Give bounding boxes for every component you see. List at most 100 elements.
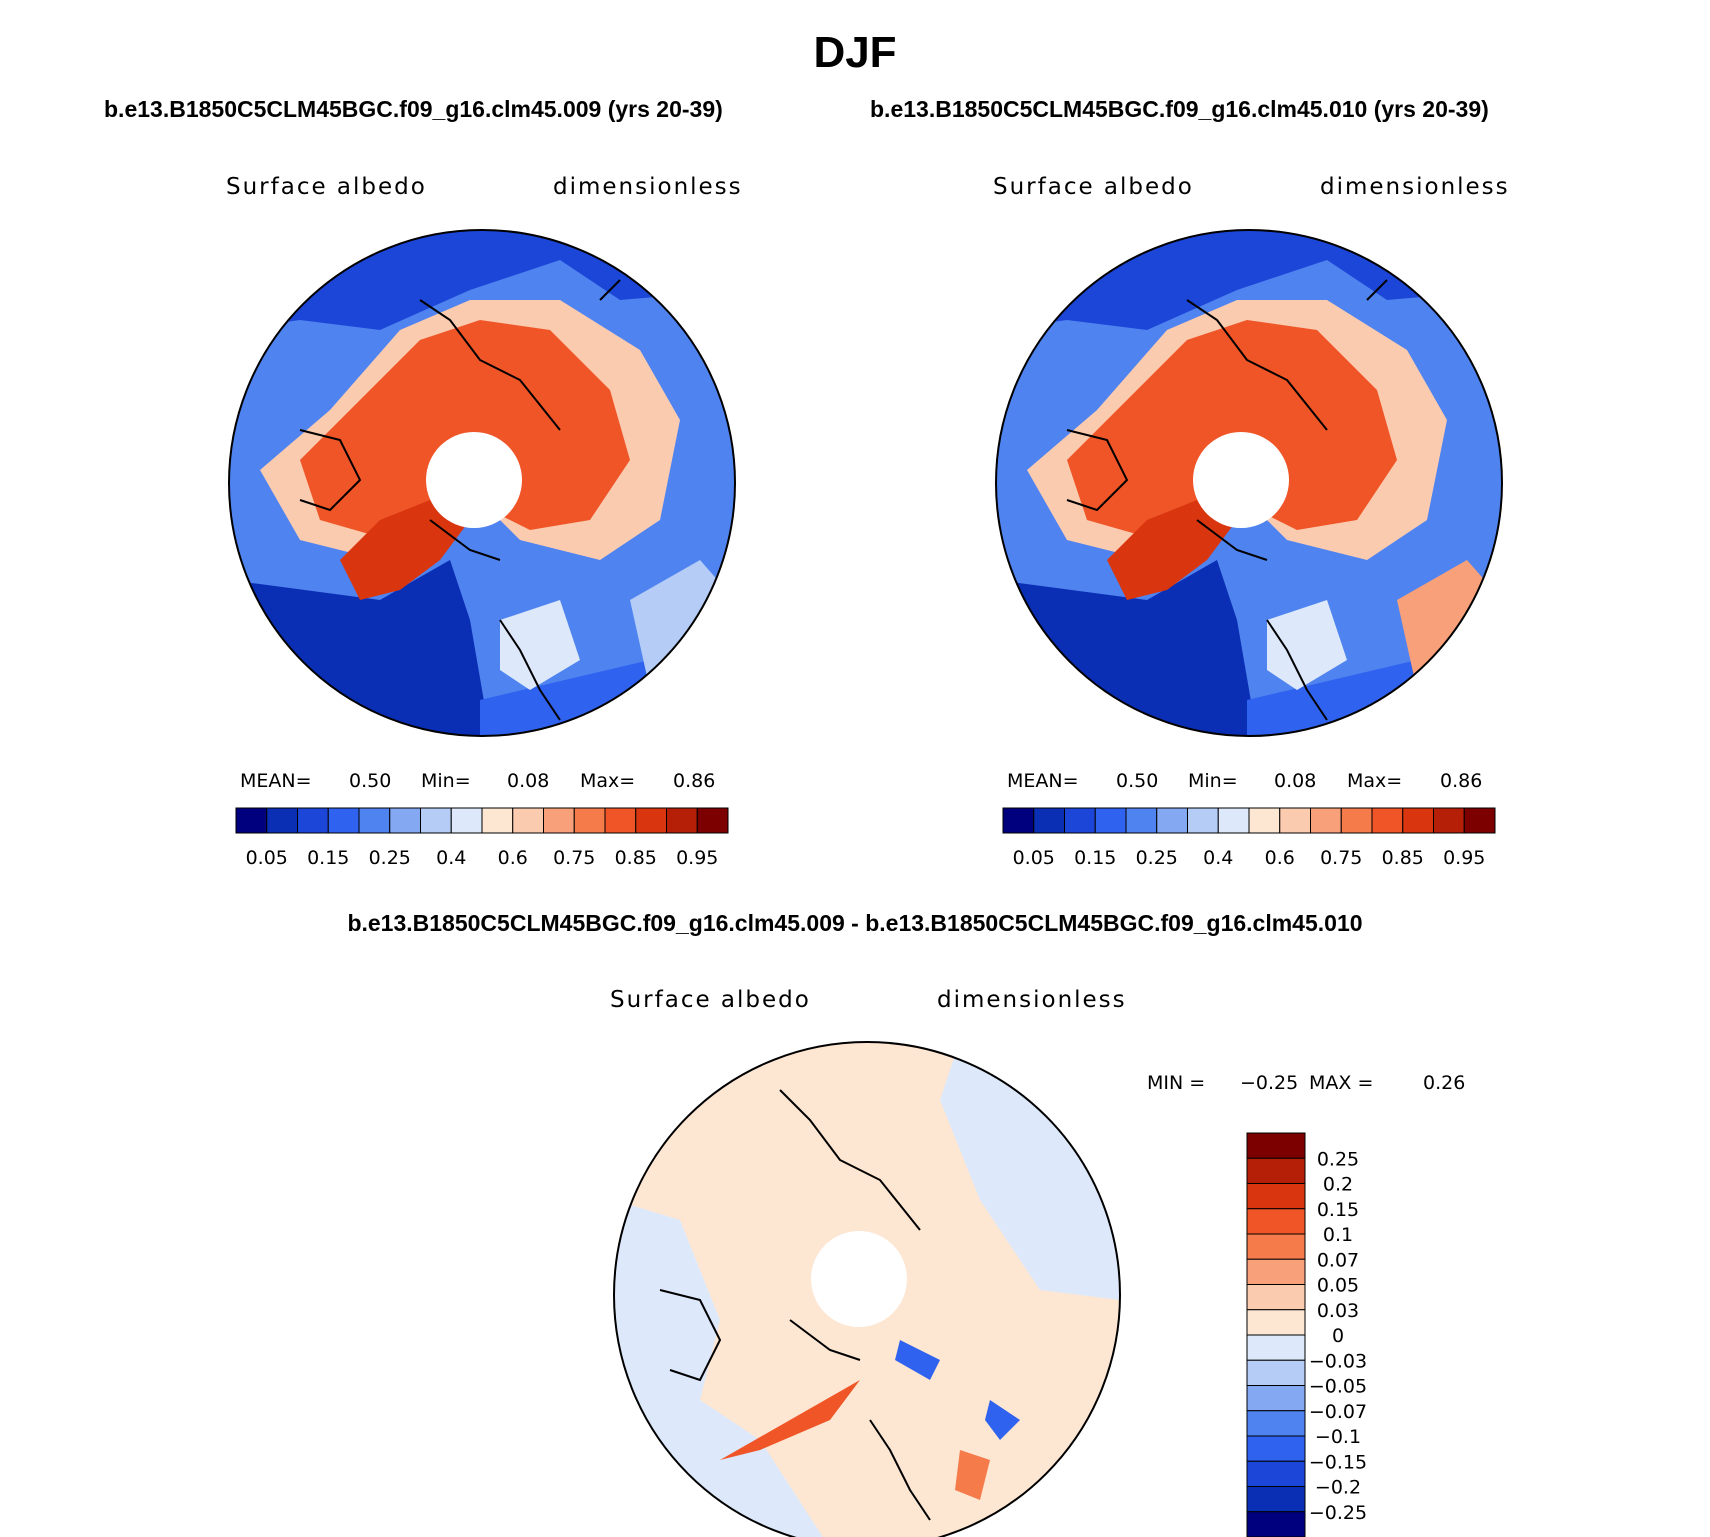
colorbar-diff-tick-label: 0.07: [1317, 1249, 1359, 1271]
colorbar-diff-tick-label: −0.2: [1315, 1477, 1361, 1499]
colorbar-diff-swatch: [1246, 1460, 1306, 1487]
colorbar-b-tick-label: 0.85: [1382, 847, 1424, 869]
colorbar-b-swatch: [1279, 807, 1311, 834]
colorbar-diff-tick-label: −0.05: [1309, 1376, 1367, 1398]
panel-a-max: 0.86: [673, 770, 716, 792]
panel-a-mean-label: MEAN=: [240, 770, 312, 792]
colorbar-b-tick-label: 0.4: [1203, 847, 1233, 869]
colorbar-diff-swatch: [1246, 1334, 1306, 1361]
panel-b-units: dimensionless: [1320, 174, 1510, 200]
colorbar-a-swatch: [420, 807, 452, 834]
colorbar-b-swatch: [1310, 807, 1342, 834]
diff-max: 0.26: [1423, 1072, 1466, 1094]
colorbar-diff-tick-label: −0.1: [1315, 1426, 1361, 1448]
colorbar-a-swatch: [235, 807, 268, 834]
colorbar-b-swatch: [1433, 807, 1465, 834]
colorbar-a-swatch: [389, 807, 421, 834]
panel-a-min: 0.08: [507, 770, 550, 792]
colorbar-diff-tick-label: −0.03: [1309, 1350, 1367, 1372]
colorbar-diff-tick-label: 0.1: [1323, 1224, 1353, 1246]
colorbar-diff-swatch: [1246, 1208, 1306, 1235]
colorbar-diff-tick-label: 0.2: [1323, 1174, 1353, 1196]
panel-b-min: 0.08: [1274, 770, 1317, 792]
colorbar-diff-tick-label: 0.25: [1317, 1148, 1359, 1170]
panel-a-units: dimensionless: [553, 174, 743, 200]
colorbar-diff-tick-label: 0.05: [1317, 1275, 1359, 1297]
colorbar-b-swatch: [1033, 807, 1065, 834]
panel-a-variable: Surface albedo: [226, 174, 427, 200]
colorbar-diff-tick-label: −0.07: [1309, 1401, 1367, 1423]
colorbar-b-swatch: [1156, 807, 1188, 834]
colorbar-b-swatch: [1094, 807, 1127, 834]
colorbar-a-swatch: [543, 807, 575, 834]
colorbar-diff-swatch: [1246, 1132, 1306, 1159]
colorbar-a-tick-label: 0.4: [436, 847, 466, 869]
colorbar-a-swatch: [358, 807, 391, 834]
colorbar-b-swatch: [1217, 807, 1250, 834]
colorbar-a-swatch: [666, 807, 698, 834]
panel-diff-variable: Surface albedo: [610, 987, 811, 1013]
panel-b-mean-label: MEAN=: [1007, 770, 1079, 792]
map-panel-b: [995, 229, 1503, 737]
colorbar-a-tick-label: 0.95: [676, 847, 718, 869]
colorbar-diff-swatch: [1246, 1486, 1306, 1513]
colorbar-b-tick-label: 0.75: [1320, 847, 1362, 869]
colorbar-diff-swatch: [1246, 1258, 1306, 1285]
colorbar-diff-tick-label: 0: [1332, 1325, 1344, 1347]
colorbar-a-tick-label: 0.15: [307, 847, 349, 869]
run-a-title: b.e13.B1850C5CLM45BGC.f09_g16.clm45.009 …: [104, 96, 723, 122]
colorbar-b-tick-label: 0.15: [1074, 847, 1116, 869]
colorbar-diff-swatch: [1246, 1233, 1306, 1260]
colorbar-a-swatch: [573, 807, 606, 834]
colorbar-diff-tick-label: 0.15: [1317, 1199, 1359, 1221]
colorbar-diff: 0.25 0.2 0.15 0.1 0.07 0.05 0.03 0 −0.03 −0.05 −0.…: [1246, 1132, 1367, 1537]
colorbar-a-swatch: [635, 807, 667, 834]
colorbar-a-swatch: [327, 807, 360, 834]
colorbar-diff-swatch: [1246, 1157, 1306, 1184]
panel-b-max: 0.86: [1440, 770, 1483, 792]
colorbar-panel-a: 0.05 0.15 0.25 0.4 0.6 0.75 0.85 0.95: [235, 807, 729, 869]
map-panel-diff: [613, 1041, 1121, 1537]
panel-a-mean: 0.50: [349, 770, 392, 792]
colorbar-a-tick-label: 0.05: [246, 847, 288, 869]
colorbar-a-swatch: [481, 807, 514, 834]
colorbar-diff-tick-label: −0.25: [1309, 1502, 1367, 1524]
diff-min-label: MIN =: [1147, 1072, 1206, 1094]
colorbar-b-swatch: [1248, 807, 1281, 834]
colorbar-b-swatch: [1340, 807, 1373, 834]
colorbar-b-swatch: [1187, 807, 1219, 834]
colorbar-a-tick-label: 0.75: [553, 847, 595, 869]
colorbar-a-swatch: [604, 807, 637, 834]
colorbar-diff-swatch: [1246, 1511, 1306, 1537]
panel-a-max-label: Max=: [580, 770, 636, 792]
colorbar-b-tick-label: 0.95: [1443, 847, 1485, 869]
colorbar-b-tick-label: 0.05: [1013, 847, 1055, 869]
colorbar-b-swatch: [1371, 807, 1404, 834]
map-panel-a: [228, 229, 736, 737]
colorbar-diff-swatch: [1246, 1435, 1306, 1462]
colorbar-a-swatch: [297, 807, 329, 834]
colorbar-a-swatch: [696, 807, 729, 834]
colorbar-b-tick-label: 0.25: [1136, 847, 1178, 869]
panel-b-min-label: Min=: [1188, 770, 1238, 792]
colorbar-diff-swatch: [1246, 1183, 1306, 1210]
panel-b-variable: Surface albedo: [993, 174, 1194, 200]
figure-title: DJF: [813, 28, 897, 77]
colorbar-a-tick-label: 0.6: [498, 847, 528, 869]
colorbar-b-tick-label: 0.6: [1265, 847, 1295, 869]
panel-b-mean: 0.50: [1116, 770, 1159, 792]
colorbar-b-swatch: [1064, 807, 1096, 834]
colorbar-b-swatch: [1002, 807, 1035, 834]
colorbar-a-tick-label: 0.25: [369, 847, 411, 869]
colorbar-diff-tick-label: 0.03: [1317, 1300, 1359, 1322]
colorbar-a-swatch: [450, 807, 483, 834]
colorbar-diff-swatch: [1246, 1309, 1306, 1336]
panel-a-min-label: Min=: [421, 770, 471, 792]
colorbar-b-swatch: [1463, 807, 1496, 834]
diff-max-label: MAX =: [1309, 1072, 1374, 1094]
colorbar-a-swatch: [266, 807, 298, 834]
panel-b-max-label: Max=: [1347, 770, 1403, 792]
colorbar-diff-swatch: [1246, 1410, 1306, 1437]
colorbar-diff-swatch: [1246, 1385, 1306, 1412]
